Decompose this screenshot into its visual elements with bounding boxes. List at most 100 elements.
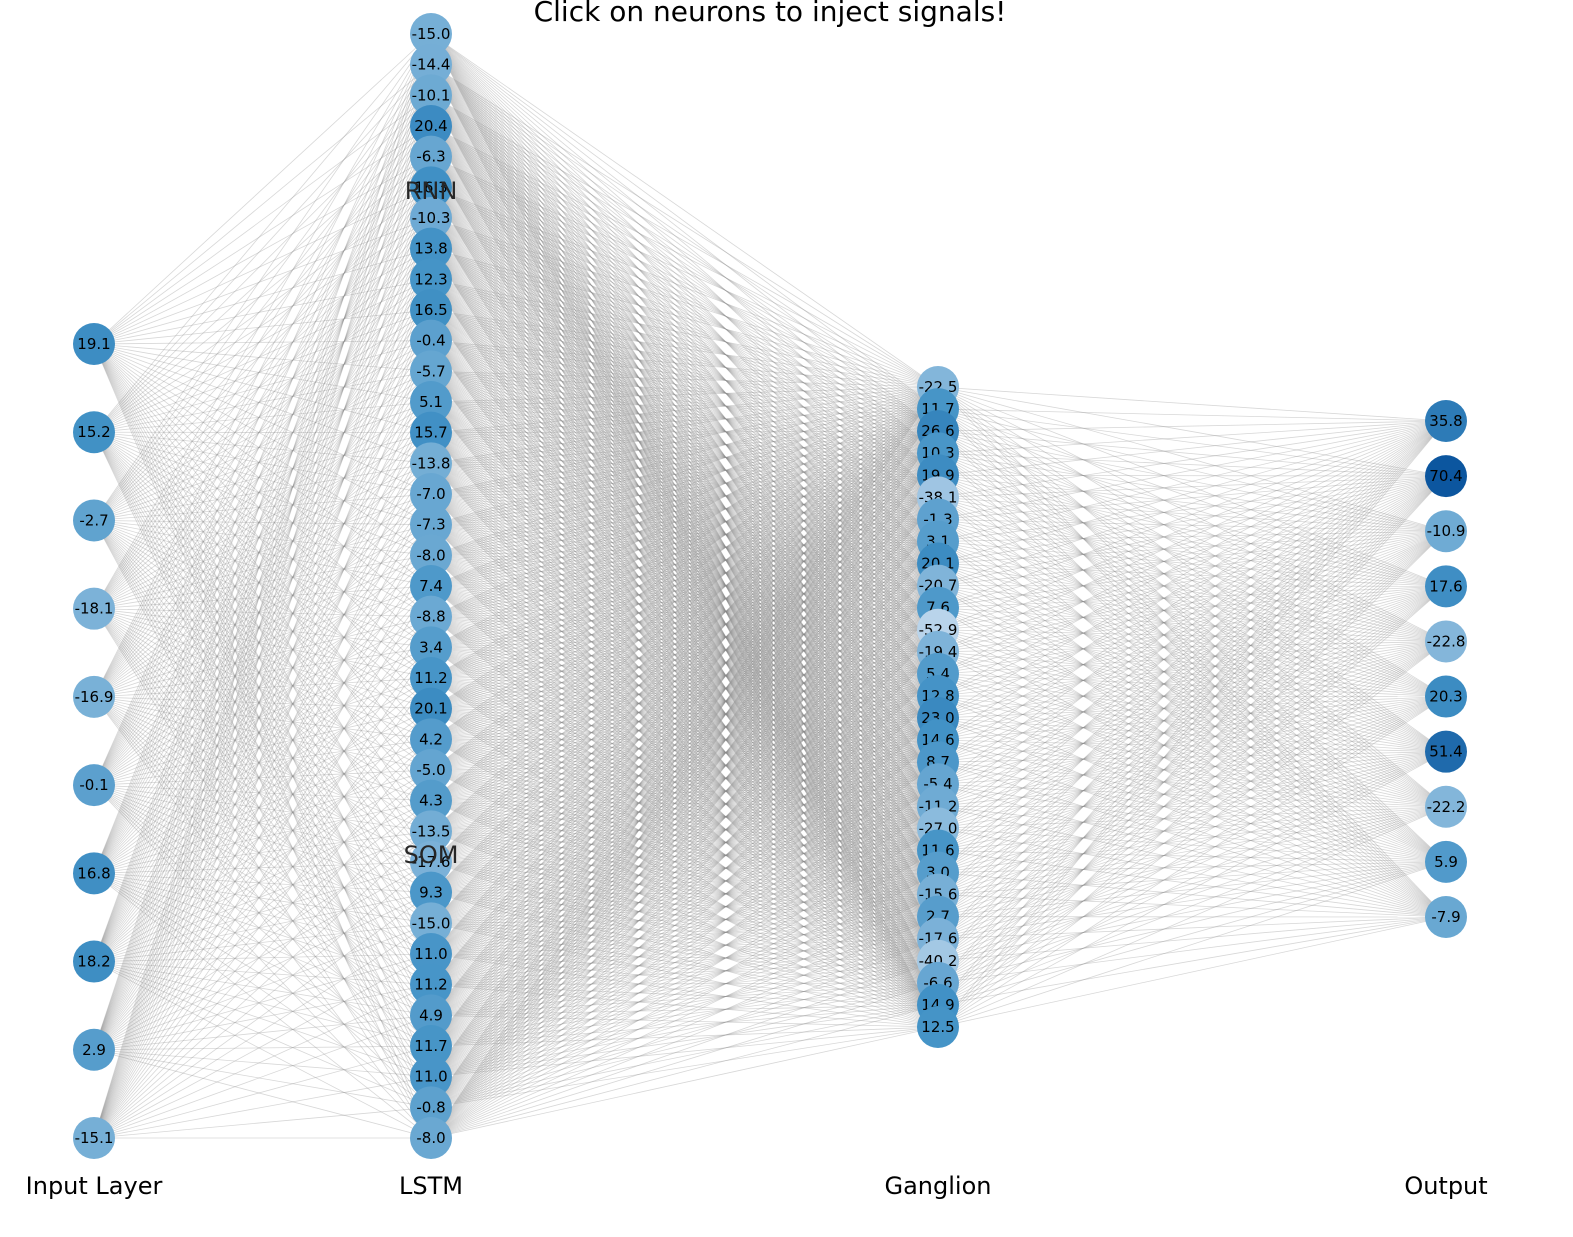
neuron-output-6[interactable]: 51.4 [1425,730,1467,773]
neuron-circle[interactable] [410,871,452,914]
neuron-input-6[interactable]: 16.8 [73,852,115,895]
neuron-lstm-28[interactable]: 9.3 [410,871,452,914]
neuron-lstm-14[interactable]: -13.8 [410,442,452,485]
neuron-circle[interactable] [410,473,452,515]
neuron-circle[interactable] [73,1117,115,1159]
neuron-circle[interactable] [73,764,115,807]
neuron-circle[interactable] [1425,620,1467,663]
neuron-circle[interactable] [410,135,452,178]
neuron-input-1[interactable]: 15.2 [73,411,115,454]
neuron-lstm-0[interactable]: -15.0 [410,13,452,55]
neuron-circle[interactable] [410,1086,452,1129]
neuron-input-0[interactable]: 19.1 [73,323,115,365]
neuron-lstm-18[interactable]: 7.4 [410,565,452,607]
neuron-lstm-32[interactable]: 4.9 [410,994,452,1037]
neuron-lstm-10[interactable]: -0.4 [410,319,452,362]
neuron-circle[interactable] [410,902,452,945]
neuron-circle[interactable] [410,227,452,270]
neuron-output-5[interactable]: 20.3 [1425,675,1467,718]
neuron-output-1[interactable]: 70.4 [1425,455,1467,498]
neuron-output-8[interactable]: 5.9 [1425,840,1467,883]
neuron-circle[interactable] [1425,730,1467,773]
neuron-input-9[interactable]: -15.1 [73,1117,115,1159]
neuron-input-3[interactable]: -18.1 [73,587,115,630]
neuron-circle[interactable] [73,940,115,983]
neuron-lstm-22[interactable]: 20.1 [410,687,452,730]
neuron-ganglion-29[interactable]: 12.5 [917,1006,959,1048]
neuron-circle[interactable] [410,258,452,301]
neuron-circle[interactable] [410,1117,452,1159]
neuron-lstm-3[interactable]: 20.4 [410,105,452,147]
neuron-lstm-1[interactable]: -14.4 [410,43,452,86]
neuron-circle[interactable] [410,74,452,117]
neuron-lstm-29[interactable]: -15.0 [410,902,452,945]
neuron-lstm-7[interactable]: 13.8 [410,227,452,270]
neuron-circle[interactable] [410,994,452,1037]
neuron-lstm-19[interactable]: -8.8 [410,595,452,638]
neuron-circle[interactable] [410,595,452,638]
neuron-circle[interactable] [410,289,452,331]
neuron-lstm-17[interactable]: -8.0 [410,534,452,577]
neuron-circle[interactable] [73,499,115,542]
neuron-circle[interactable] [410,166,452,209]
neuron-circle[interactable] [410,841,452,883]
neuron-circle[interactable] [410,933,452,975]
neuron-circle[interactable] [410,13,452,55]
neuron-circle[interactable] [1425,510,1467,553]
neuron-lstm-6[interactable]: -10.3 [410,197,452,239]
neuron-circle[interactable] [410,197,452,239]
neuron-lstm-26[interactable]: -13.5 [410,810,452,853]
neuron-circle[interactable] [410,1025,452,1067]
neuron-input-4[interactable]: -16.9 [73,675,115,718]
neuron-input-8[interactable]: 2.9 [73,1028,115,1071]
neuron-circle[interactable] [410,1055,452,1098]
neuron-circle[interactable] [1425,565,1467,608]
neuron-output-2[interactable]: -10.9 [1425,510,1467,553]
neuron-circle[interactable] [410,779,452,822]
neuron-circle[interactable] [410,503,452,546]
neuron-lstm-33[interactable]: 11.7 [410,1025,452,1067]
neuron-lstm-31[interactable]: 11.2 [410,963,452,1006]
neuron-circle[interactable] [73,1028,115,1071]
neuron-lstm-20[interactable]: 3.4 [410,626,452,669]
neuron-circle[interactable] [410,319,452,362]
neuron-circle[interactable] [73,675,115,718]
neuron-lstm-35[interactable]: -0.8 [410,1086,452,1129]
neuron-circle[interactable] [410,657,452,699]
neuron-lstm-24[interactable]: -5.0 [410,749,452,791]
neuron-lstm-2[interactable]: -10.1 [410,74,452,117]
neuron-circle[interactable] [1425,400,1467,442]
neuron-circle[interactable] [410,687,452,730]
neuron-output-7[interactable]: -22.2 [1425,785,1467,828]
neuron-circle[interactable] [1425,840,1467,883]
neuron-lstm-30[interactable]: 11.0 [410,933,452,975]
neuron-circle[interactable] [410,749,452,791]
neuron-circle[interactable] [410,411,452,454]
neuron-lstm-5[interactable]: 16.3 [410,166,452,209]
neuron-lstm-23[interactable]: 4.2 [410,718,452,761]
neuron-circle[interactable] [410,810,452,853]
neuron-circle[interactable] [410,105,452,147]
neuron-circle[interactable] [1425,785,1467,828]
neuron-circle[interactable] [410,350,452,393]
neuron-circle[interactable] [73,852,115,895]
neuron-circle[interactable] [410,963,452,1006]
neuron-circle[interactable] [917,1006,959,1048]
neuron-circle[interactable] [1425,896,1467,938]
neuron-circle[interactable] [410,43,452,86]
neuron-circle[interactable] [73,587,115,630]
neuron-lstm-34[interactable]: 11.0 [410,1055,452,1098]
neuron-circle[interactable] [410,565,452,607]
neuron-circle[interactable] [73,323,115,365]
neuron-lstm-8[interactable]: 12.3 [410,258,452,301]
neuron-lstm-16[interactable]: -7.3 [410,503,452,546]
neuron-input-5[interactable]: -0.1 [73,764,115,807]
neuron-lstm-12[interactable]: 5.1 [410,381,452,423]
neuron-lstm-9[interactable]: 16.5 [410,289,452,331]
neuron-circle[interactable] [410,442,452,485]
neuron-output-4[interactable]: -22.8 [1425,620,1467,663]
neuron-input-7[interactable]: 18.2 [73,940,115,983]
neuron-circle[interactable] [410,381,452,423]
neuron-input-2[interactable]: -2.7 [73,499,115,542]
neuron-lstm-27[interactable]: -17.6 [410,841,452,883]
